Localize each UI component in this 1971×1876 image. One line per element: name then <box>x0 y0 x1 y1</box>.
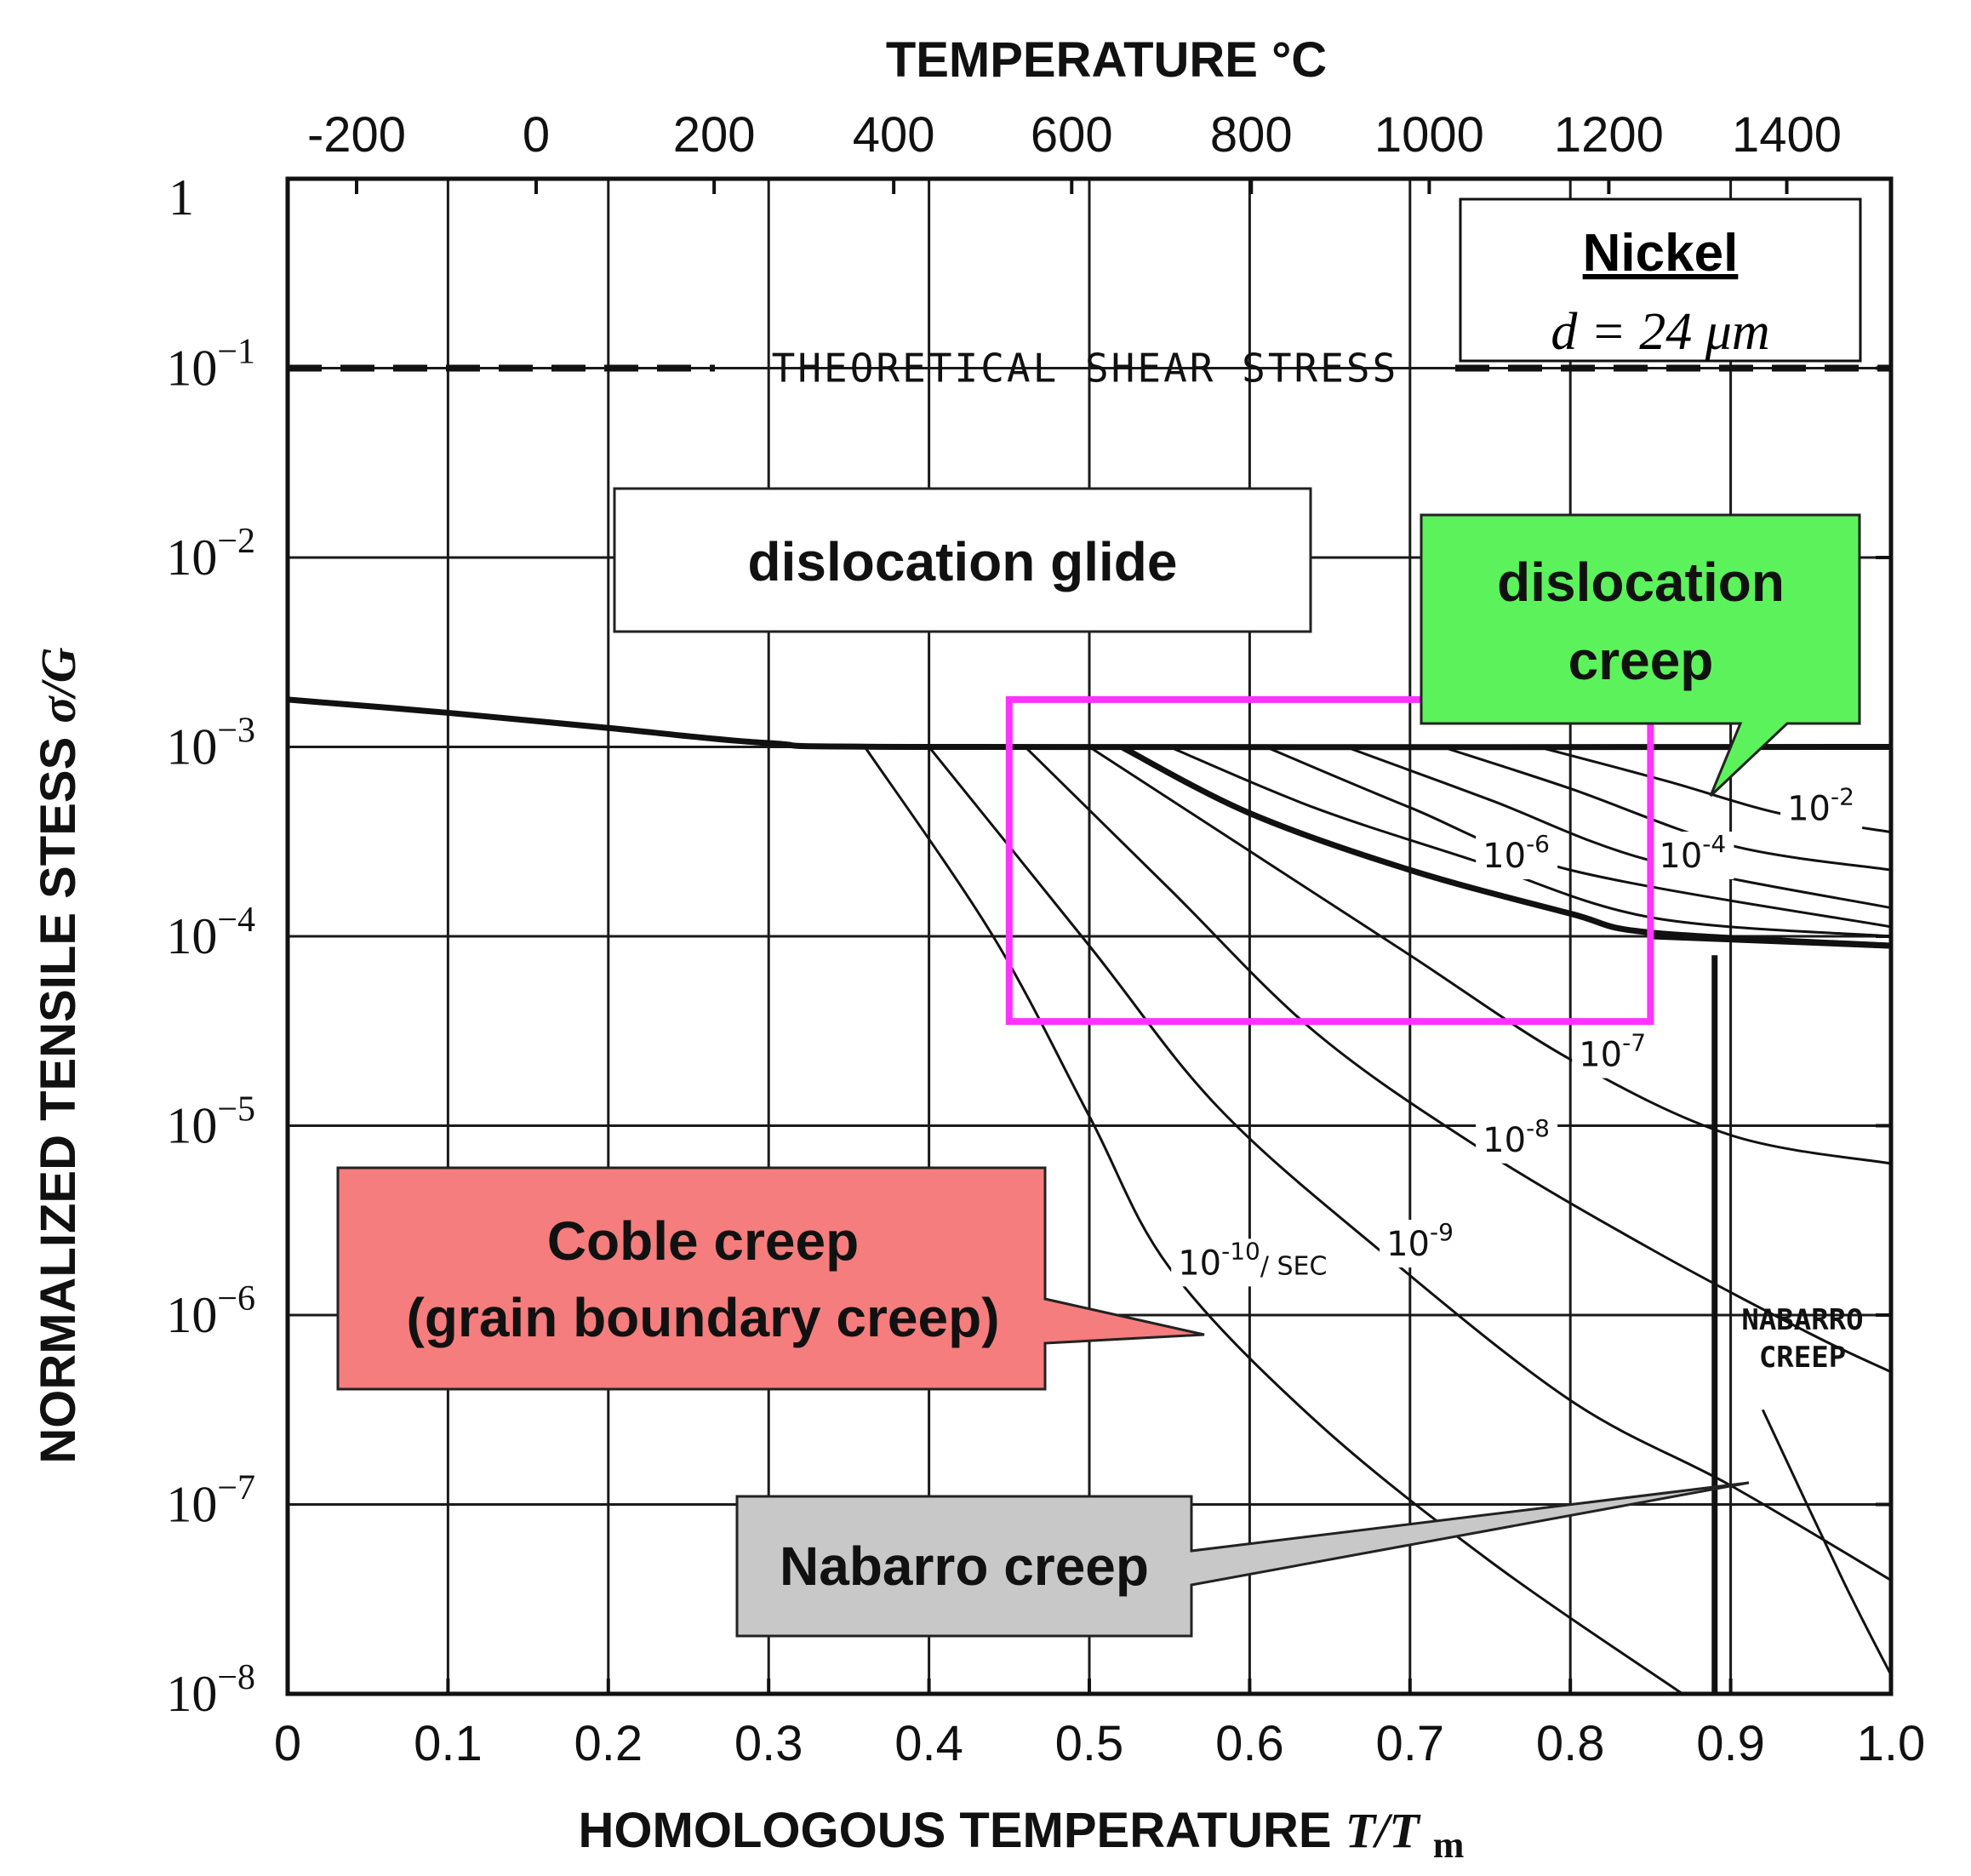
x2-tick-label: 0 <box>523 107 550 163</box>
left-axis-title-text: NORMALIZED TENSILE STESS <box>31 724 86 1464</box>
x-tick-label: 0.3 <box>734 1716 803 1771</box>
contour-10-7 <box>1088 746 1892 1165</box>
x2-tick-label: 1200 <box>1554 107 1664 163</box>
x-tick-label: 0.1 <box>414 1716 483 1771</box>
x2-tick-label: 1000 <box>1374 107 1484 163</box>
contour-label: 10-9 <box>1386 1218 1454 1264</box>
bottom-axis-title-symbol: T/T <box>1345 1803 1422 1858</box>
x2-tick-label: -200 <box>307 107 406 163</box>
y-tick-label: 10−8 <box>166 1658 255 1722</box>
bottom-axis-title-text: HOMOLOGOUS TEMPERATURE <box>579 1803 1345 1858</box>
x-tick-label: 0.2 <box>574 1716 643 1771</box>
nabarro-map-label-line2: CREEP <box>1759 1341 1846 1375</box>
callout-dislocation-creep-line1: dislocation <box>1497 552 1785 613</box>
y-tick-label: 10−7 <box>166 1469 255 1533</box>
x-tick-label: 0.5 <box>1055 1716 1124 1771</box>
y-tick-label: 10−4 <box>166 901 255 964</box>
callout-dislocation-creep-box <box>1420 513 1861 798</box>
callout-dislocation-glide-box <box>613 487 1312 633</box>
material-name: Nickel <box>1583 224 1739 283</box>
x2-tick-label: 1400 <box>1732 107 1842 163</box>
y-tick-label: 10−2 <box>166 522 255 586</box>
material-legend-box <box>1459 197 1862 363</box>
plot-frame <box>285 176 1894 1696</box>
top-axis-title: TEMPERATURE °C <box>886 32 1327 88</box>
contour-10-4 <box>1345 746 1892 910</box>
left-axis-title-symbol: σ/G <box>31 647 86 723</box>
theoretical-shear-stress: THEORETICAL SHEAR STRESS <box>288 346 1891 392</box>
x2-tick-label: 600 <box>1031 107 1113 163</box>
contour-label: 10-6 <box>1483 830 1550 876</box>
y-tick-label: 1 <box>169 169 194 226</box>
contour-label: 10-4 <box>1659 830 1726 876</box>
callout-dislocation-glide: dislocation glide <box>613 487 1312 633</box>
x-tick-label: 0.9 <box>1696 1716 1765 1771</box>
nabarro-map-label: NABARRO CREEP <box>1741 1303 1863 1375</box>
contour-label-bg <box>1476 1115 1558 1164</box>
contour-label-bg <box>1380 1220 1462 1268</box>
contour-10-10 <box>863 746 1683 1696</box>
callout-dislocation-creep-line2: creep <box>1568 630 1714 691</box>
x2-tick-label: 800 <box>1210 107 1293 163</box>
left-axis-title: NORMALIZED TENSILE STESS σ/G <box>31 647 86 1463</box>
contour-label: 10-2 <box>1787 782 1854 828</box>
nabarro-map-label-line1: NABARRO <box>1741 1303 1863 1337</box>
contour-label: 10-8 <box>1483 1114 1550 1160</box>
contour-label-bg <box>1780 784 1863 832</box>
glide-creep-boundary <box>287 696 1892 751</box>
x-tick-label: 0.4 <box>894 1716 963 1771</box>
callout-nabarro-creep-text: Nabarro creep <box>780 1536 1149 1597</box>
x-tick-label: 0.7 <box>1375 1716 1444 1771</box>
x-tick-label: 0.6 <box>1215 1716 1284 1771</box>
grain-size: d = 24 μm <box>1551 303 1769 361</box>
callout-nabarro-creep: Nabarro creep <box>735 1481 1750 1638</box>
mechanism-boundaries <box>287 696 1892 1694</box>
x2-tick-label: 400 <box>853 107 935 163</box>
theoretical-shear-stress-label: THEORETICAL SHEAR STRESS <box>772 346 1399 392</box>
contour-10-11 <box>1761 1409 1893 1676</box>
highlight-rectangle <box>1005 695 1654 1026</box>
contour-10-8 <box>1024 746 1892 1374</box>
callout-coble-creep-line1: Coble creep <box>547 1210 859 1272</box>
y-tick-label: 10−6 <box>166 1279 255 1343</box>
callout-coble-creep-box <box>336 1166 1205 1391</box>
contour-label: 10-10/ SEC <box>1178 1237 1327 1283</box>
callout-coble-creep: Coble creep (grain boundary creep) <box>336 1166 1205 1391</box>
grid-layer <box>288 179 1891 1694</box>
callout-dislocation-creep: dislocation creep <box>1420 513 1861 798</box>
x-tick-label: 0 <box>274 1716 301 1771</box>
contour-label-bg <box>1171 1238 1317 1287</box>
y-tick-label: 10−5 <box>166 1090 255 1154</box>
callout-dislocation-glide-text: dislocation glide <box>748 531 1178 592</box>
x2-tick-label: 200 <box>673 107 756 163</box>
upper-coble-boundary <box>1650 933 1892 949</box>
y-tick-label: 10−1 <box>166 333 255 397</box>
x-tick-label: 0.8 <box>1536 1716 1605 1771</box>
callout-coble-creep-line2: (grain boundary creep) <box>407 1287 1000 1348</box>
contour-label-bg <box>1476 832 1558 879</box>
contour-label: 10-7 <box>1579 1029 1646 1075</box>
contour-labels: 10-2 10-4 10-6 10-7 10-8 10-9 10-10/ SEC <box>1171 782 1863 1287</box>
material-legend: Nickel d = 24 μm <box>1459 197 1862 363</box>
y-tick-label: 10−3 <box>166 712 255 775</box>
contour-label-bg <box>1572 1030 1654 1078</box>
tick-layer: 0 0.1 0.2 0.3 0.4 0.5 0.6 0.7 0.8 0.9 1.0 -200 0 200 4… <box>166 107 1925 1771</box>
contour-label-bg <box>1652 832 1734 879</box>
contour-10-3 <box>1442 746 1892 872</box>
x-tick-label: 1.0 <box>1857 1716 1926 1771</box>
bottom-axis-title-subscript: m <box>1433 1824 1465 1866</box>
callout-nabarro-creep-box <box>735 1481 1750 1638</box>
bottom-axis-title: HOMOLOGOUS TEMPERATURE T/T m <box>579 1803 1465 1866</box>
